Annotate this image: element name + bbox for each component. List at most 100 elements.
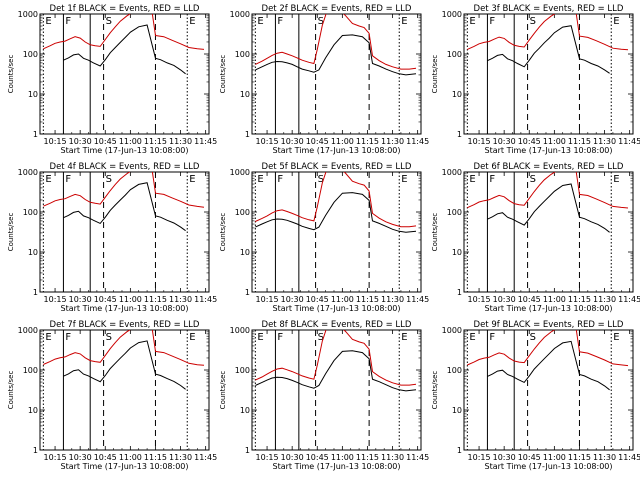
y-axis-label: Counts/sec — [7, 55, 15, 94]
x-tick-label: 11:30 — [593, 137, 616, 146]
x-tick-label: 10:15 — [468, 295, 491, 304]
marker-letter-S: S — [318, 16, 324, 27]
panel-title: Det 2f BLACK = Events, RED = LLD — [262, 4, 412, 14]
marker-letter-E: E — [469, 174, 475, 185]
x-tick-label: 11:30 — [169, 453, 192, 462]
x-tick-label: 11:30 — [169, 295, 192, 304]
x-tick-label: 11:30 — [593, 295, 616, 304]
x-axis-label: Start Time (17-Jun-13 10:08:00) — [273, 462, 401, 471]
panel-title: Det 6f BLACK = Events, RED = LLD — [474, 162, 624, 172]
x-tick-label: 11:15 — [568, 453, 591, 462]
series-lld-line — [43, 172, 205, 208]
y-tick-label: 1 — [245, 288, 250, 297]
y-tick-label: 100 — [235, 208, 250, 217]
marker-letter-E: E — [189, 16, 195, 27]
x-tick-label: 10:30 — [281, 453, 304, 462]
marker-letter-E: E — [257, 332, 263, 343]
x-tick-label: 11:15 — [568, 137, 591, 146]
x-tick-label: 10:30 — [493, 295, 516, 304]
panel-title: Det 8f BLACK = Events, RED = LLD — [262, 320, 412, 330]
panel-frame — [251, 329, 422, 451]
marker-letter-E: E — [469, 332, 475, 343]
y-tick-label: 1000 — [18, 10, 38, 19]
panel-6: Det 6f BLACK = Events, RED = LLD 10:15 10:… — [431, 162, 640, 313]
marker-letter-E: E — [613, 332, 619, 343]
y-axis-label: Counts/sec — [431, 213, 439, 252]
series-events-line — [487, 183, 610, 233]
x-tick-label: 10:30 — [69, 137, 92, 146]
y-tick-label: 1000 — [442, 326, 462, 335]
y-tick-label: 1000 — [230, 326, 250, 335]
x-tick-label: 10:30 — [493, 137, 516, 146]
series-lld-line — [255, 172, 417, 228]
marker-letter-S: S — [106, 332, 112, 343]
x-axis-label: Start Time (17-Jun-13 10:08:00) — [273, 304, 401, 313]
marker-letter-F: F — [489, 174, 495, 185]
y-tick-label: 1000 — [230, 10, 250, 19]
series-events-line — [487, 340, 610, 391]
y-tick-label: 10 — [28, 406, 38, 415]
x-tick-label: 11:45 — [618, 453, 640, 462]
y-axis-label: Counts/sec — [219, 371, 227, 410]
x-tick-label: 10:30 — [69, 453, 92, 462]
panel-title: Det 1f BLACK = Events, RED = LLD — [50, 4, 200, 14]
y-tick-label: 100 — [235, 50, 250, 59]
x-axis-label: Start Time (17-Jun-13 10:08:00) — [485, 462, 613, 471]
panel-title: Det 3f BLACK = Events, RED = LLD — [474, 4, 624, 14]
series-events-line — [255, 350, 417, 392]
x-axis-label: Start Time (17-Jun-13 10:08:00) — [61, 146, 189, 155]
marker-letter-E: E — [401, 174, 407, 185]
series-events-line — [63, 24, 186, 75]
panel-frame — [251, 171, 422, 293]
y-tick-label: 10 — [28, 90, 38, 99]
series-events-line — [63, 340, 186, 390]
series-lld-line — [467, 14, 629, 51]
x-tick-label: 11:00 — [119, 295, 142, 304]
series-lld-line — [467, 172, 629, 209]
x-tick-label: 10:45 — [518, 137, 541, 146]
panel-title: Det 7f BLACK = Events, RED = LLD — [50, 320, 200, 330]
x-tick-label: 11:15 — [144, 295, 167, 304]
x-axis-label: Start Time (17-Jun-13 10:08:00) — [273, 146, 401, 155]
y-tick-label: 100 — [447, 366, 462, 375]
panel-title: Det 9f BLACK = Events, RED = LLD — [474, 320, 624, 330]
x-tick-label: 11:45 — [194, 137, 217, 146]
y-tick-label: 1000 — [442, 10, 462, 19]
y-tick-label: 1 — [457, 288, 462, 297]
x-tick-label: 10:30 — [281, 295, 304, 304]
series-lld-line — [467, 330, 629, 367]
x-tick-label: 11:00 — [331, 453, 354, 462]
marker-letter-S: S — [318, 332, 324, 343]
series-lld-line — [255, 330, 417, 386]
x-tick-label: 11:00 — [119, 453, 142, 462]
y-tick-label: 10 — [240, 248, 250, 257]
y-tick-label: 100 — [447, 50, 462, 59]
marker-letter-F: F — [277, 332, 283, 343]
y-tick-label: 100 — [23, 50, 38, 59]
marker-letter-S: S — [318, 174, 324, 185]
y-axis-label: Counts/sec — [431, 371, 439, 410]
x-tick-label: 11:15 — [144, 137, 167, 146]
marker-letter-F: F — [277, 16, 283, 27]
x-tick-label: 11:15 — [356, 295, 379, 304]
series-lld-line — [255, 14, 417, 70]
y-tick-label: 1 — [33, 288, 38, 297]
marker-letter-S: S — [106, 16, 112, 27]
x-tick-label: 10:30 — [281, 137, 304, 146]
marker-letter-E: E — [401, 332, 407, 343]
x-axis-label: Start Time (17-Jun-13 10:08:00) — [61, 462, 189, 471]
x-tick-label: 10:15 — [256, 295, 279, 304]
y-tick-label: 100 — [23, 366, 38, 375]
marker-letter-S: S — [530, 16, 536, 27]
x-tick-label: 10:45 — [94, 453, 117, 462]
y-tick-label: 1 — [33, 446, 38, 455]
x-tick-label: 11:45 — [194, 295, 217, 304]
x-tick-label: 10:45 — [94, 295, 117, 304]
series-events-line — [63, 182, 186, 232]
